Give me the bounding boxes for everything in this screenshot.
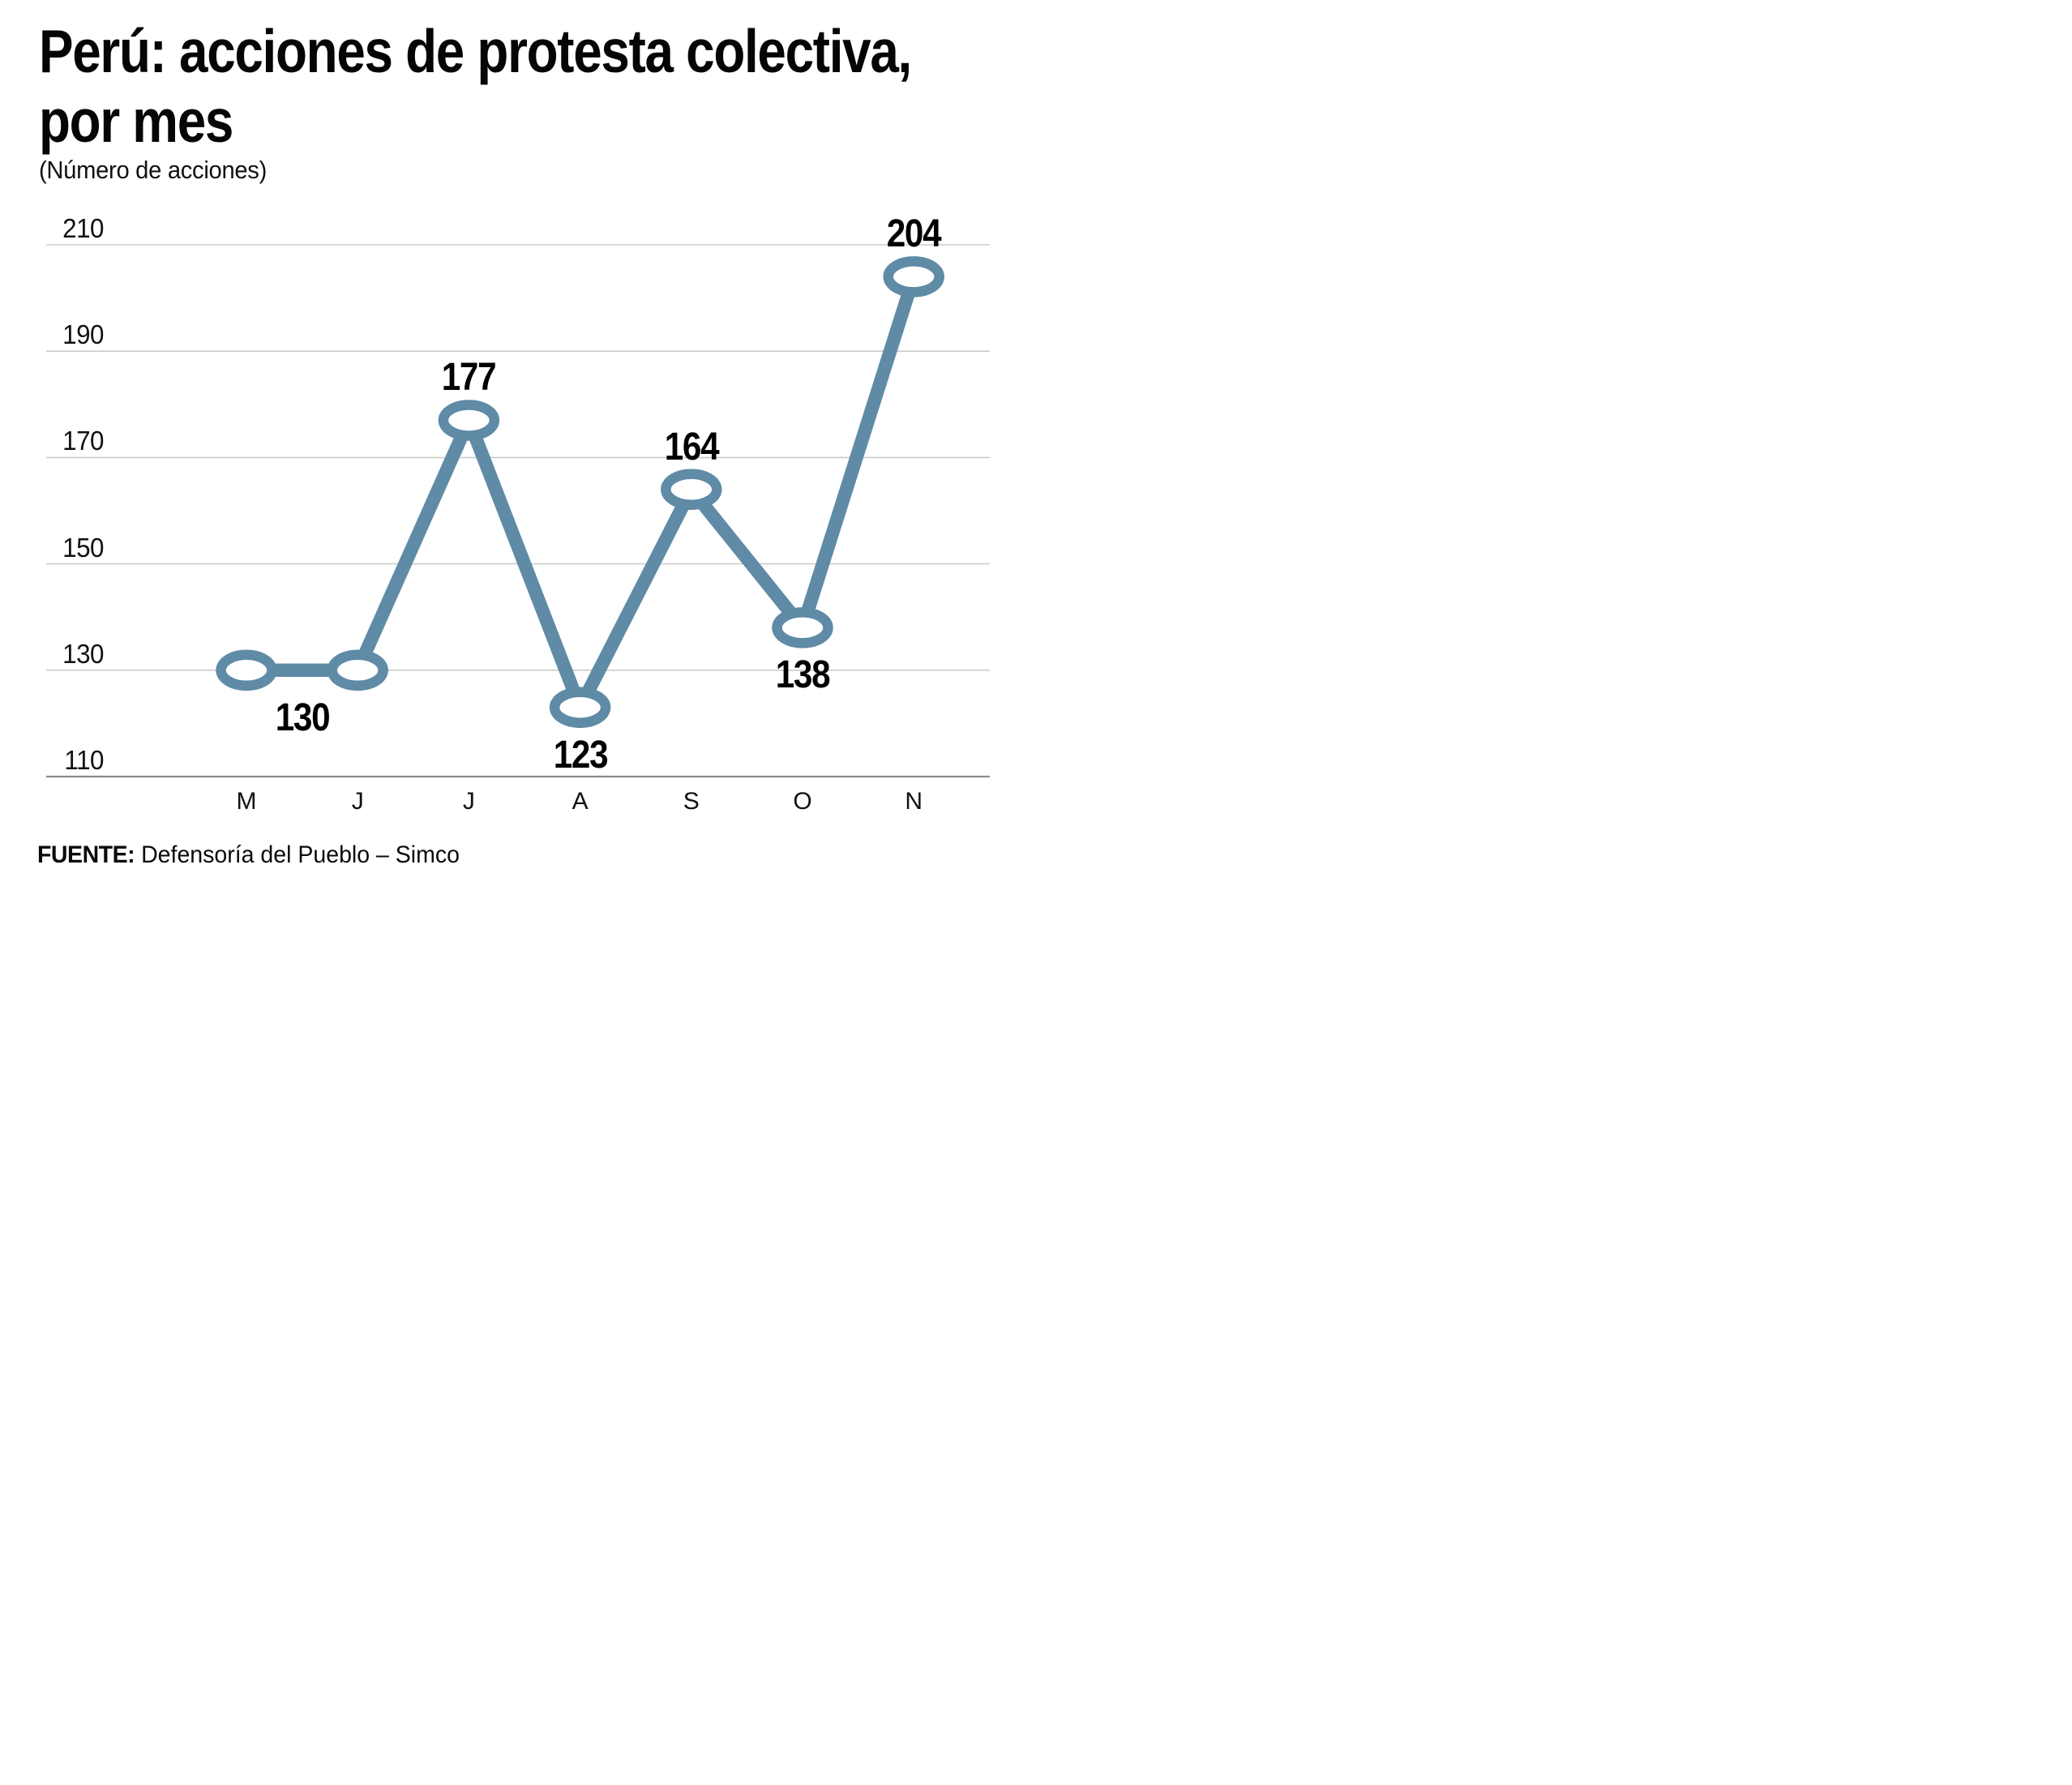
data-value-label-177: 177 xyxy=(442,356,497,400)
x-tick-label-2-J: J xyxy=(462,788,475,815)
data-point-marker-S-164 xyxy=(661,469,722,511)
line-chart-canvas xyxy=(46,244,990,778)
data-point-marker-M-130 xyxy=(216,649,277,691)
source-line: FUENTE: Defensoría del Pueblo – Simco xyxy=(37,841,460,869)
infographic-page: Perú: acciones de protesta colectiva, po… xyxy=(0,0,1036,892)
x-tick-label-1-J: J xyxy=(351,788,364,815)
data-point-marker-A-123 xyxy=(549,687,611,728)
y-tick-label-110: 110 xyxy=(64,745,104,775)
chart-subtitle: (Número de acciones) xyxy=(39,156,268,184)
x-tick-label-3-A: A xyxy=(572,788,589,815)
data-point-marker-J-177 xyxy=(438,400,500,441)
data-value-label-204: 204 xyxy=(886,212,942,256)
x-tick-label-4-S: S xyxy=(683,788,700,815)
source-label: FUENTE: xyxy=(37,841,135,868)
data-value-label-164: 164 xyxy=(664,425,720,469)
y-tick-label-210: 210 xyxy=(62,213,104,243)
data-point-marker-J-130 xyxy=(327,649,388,691)
gridlines-group xyxy=(46,244,990,778)
chart-title-line1: Perú: acciones de protesta colectiva, xyxy=(39,17,912,85)
markers-group xyxy=(216,256,944,728)
chart-title: Perú: acciones de protesta colectiva, po… xyxy=(39,16,912,156)
chart-title-line2: por mes xyxy=(39,87,233,155)
y-tick-label-150: 150 xyxy=(62,532,104,563)
data-value-label-123: 123 xyxy=(553,733,608,777)
x-tick-label-6-N: N xyxy=(905,788,923,815)
y-tick-label-130: 130 xyxy=(62,638,104,669)
x-tick-label-5-O: O xyxy=(793,788,812,815)
data-point-marker-O-138 xyxy=(772,607,833,649)
x-tick-label-0-M: M xyxy=(236,788,257,815)
data-value-label-130: 130 xyxy=(275,696,330,739)
data-point-marker-N-204 xyxy=(883,256,944,298)
y-tick-label-170: 170 xyxy=(62,426,104,456)
y-tick-label-190: 190 xyxy=(62,319,104,350)
source-text: Defensoría del Pueblo – Simco xyxy=(135,841,460,868)
data-value-label-138: 138 xyxy=(775,653,831,697)
